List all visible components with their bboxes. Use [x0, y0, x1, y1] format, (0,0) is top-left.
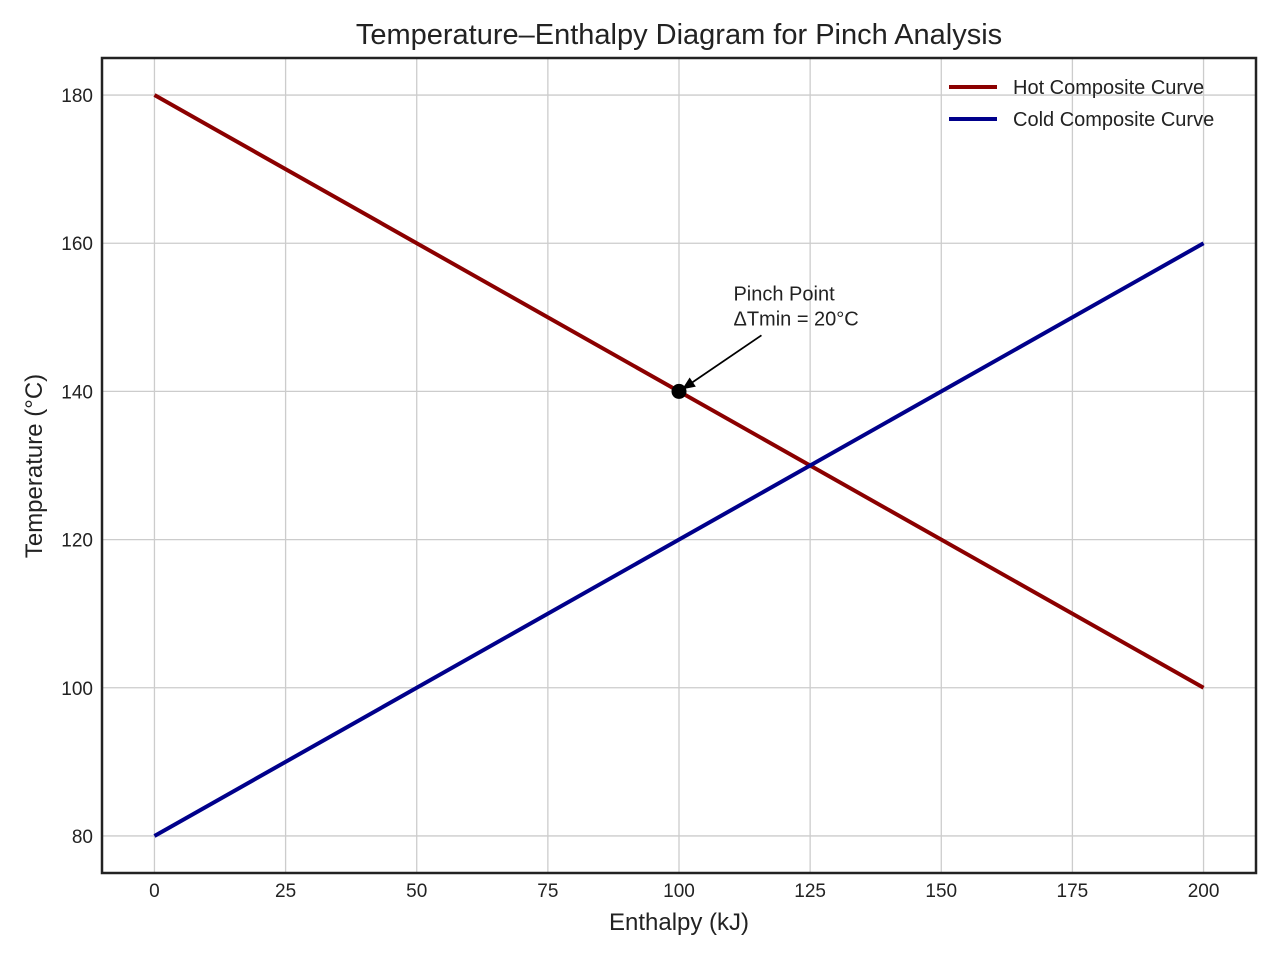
legend: Hot Composite Curve Cold Composite Curve [949, 77, 1214, 131]
x-tick-label: 0 [149, 881, 160, 902]
y-axis-label: Temperature (°C) [21, 374, 48, 558]
cold-composite-curve [153, 241, 1205, 838]
x-tick-label: 175 [1057, 881, 1089, 902]
pinch-point-marker [671, 383, 687, 399]
x-axis-label: Enthalpy (kJ) [609, 909, 749, 936]
y-axis-ticks: 80 100 120 140 160 180 [61, 86, 93, 848]
y-tick-label: 80 [72, 827, 93, 848]
y-tick-label: 140 [61, 382, 93, 403]
x-axis-ticks: 0 25 50 75 100 125 150 175 200 [149, 881, 1219, 902]
annotation-text-line: Pinch Point [733, 283, 835, 305]
annotation-text-line: ΔTmin = 20°C [733, 308, 858, 330]
x-tick-label: 75 [537, 881, 558, 902]
y-tick-label: 160 [61, 234, 93, 255]
annotation-arrow [681, 334, 762, 391]
x-tick-label: 100 [663, 881, 695, 902]
grid [102, 58, 1256, 873]
plot-frame [100, 56, 1258, 875]
legend-label: Cold Composite Curve [1013, 109, 1214, 131]
annotation-arrowhead [682, 377, 696, 390]
y-tick-label: 100 [61, 679, 93, 700]
y-tick-label: 180 [61, 86, 93, 107]
y-tick-label: 120 [61, 531, 93, 552]
x-tick-label: 200 [1188, 881, 1220, 902]
x-tick-label: 25 [275, 881, 296, 902]
x-tick-label: 50 [406, 881, 427, 902]
pinch-annotation: Pinch Point ΔTmin = 20°C [671, 283, 859, 399]
x-tick-label: 125 [794, 881, 826, 902]
chart-title: Temperature–Enthalpy Diagram for Pinch A… [356, 19, 1002, 51]
x-tick-label: 150 [925, 881, 957, 902]
legend-label: Hot Composite Curve [1013, 77, 1204, 99]
